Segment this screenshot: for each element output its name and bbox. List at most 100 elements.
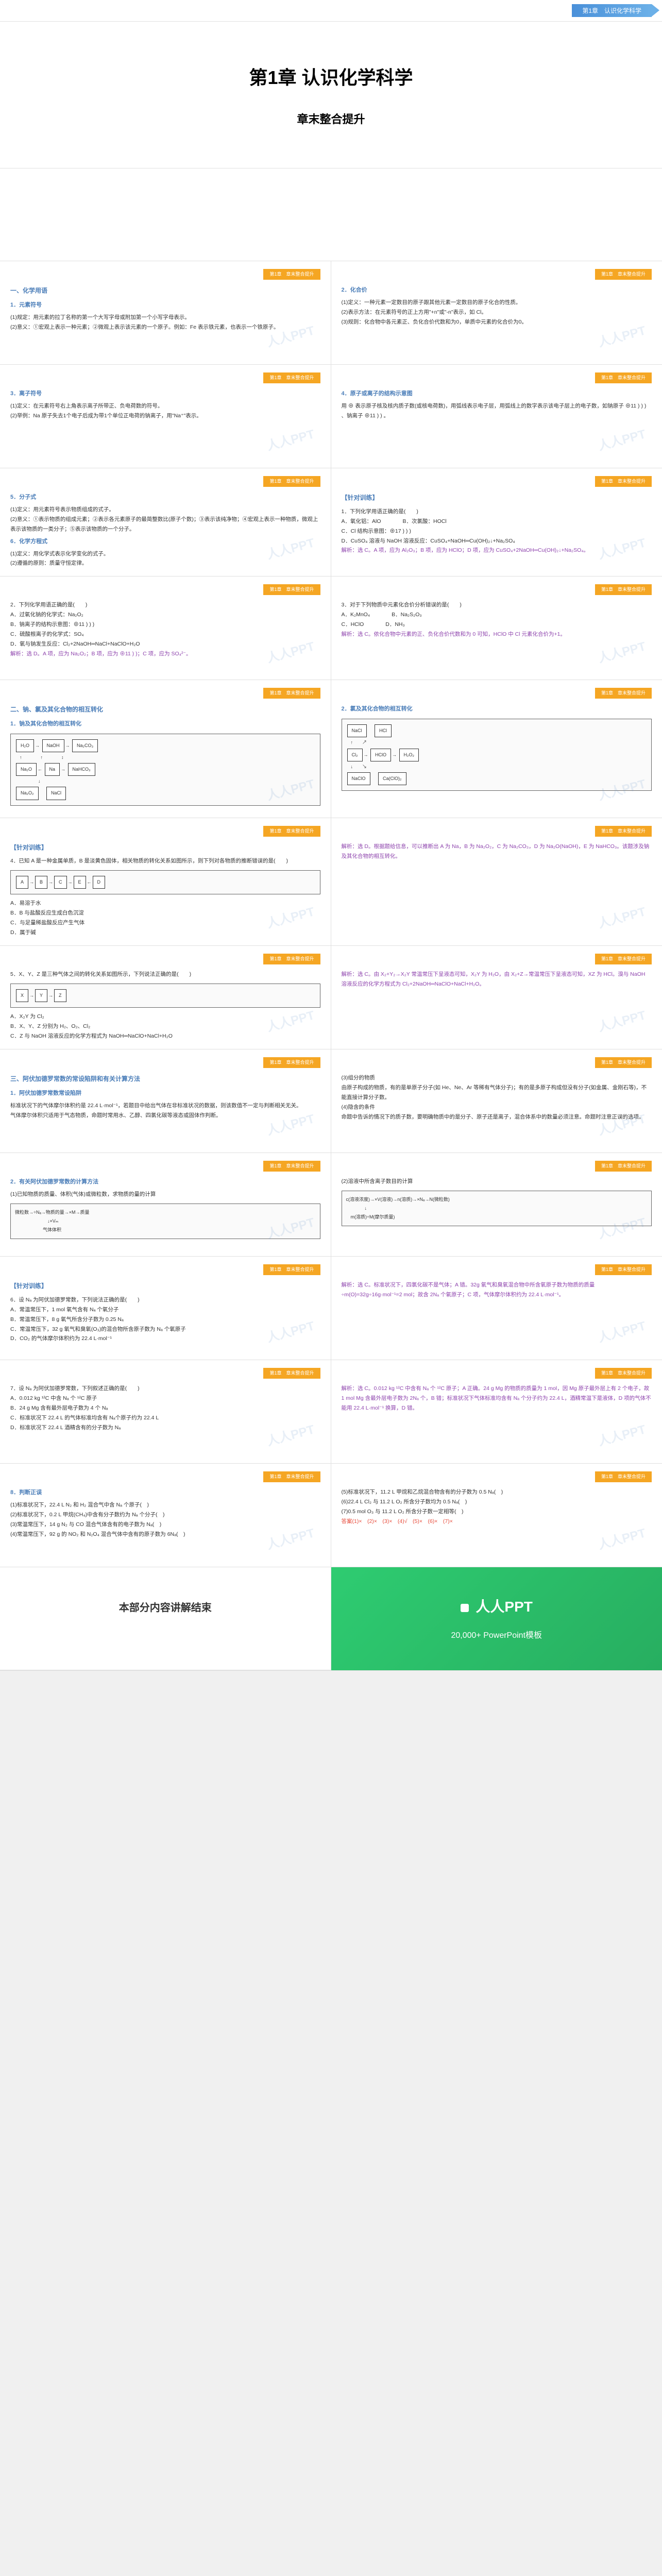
- section-title: 二、钠、氯及其化合物的相互转化: [10, 704, 320, 716]
- slide-row: 第1章 章末整合提升 三、阿伏加德罗常数的常设陷阱和有关计算方法 1．阿伏加德罗…: [0, 1049, 662, 1153]
- slide-tab: 第1章 章末整合提升: [595, 372, 652, 383]
- slide-tab: 第1章 章末整合提升: [595, 1161, 652, 1172]
- slide-row: 第1章 章末整合提升 【针对训练】 6．设 Nₐ 为阿伏加德罗常数，下列说法正确…: [0, 1257, 662, 1360]
- answer-text: 答案(1)× (2)× (3)× (4)√ (5)× (6)× (7)×: [342, 1517, 652, 1527]
- answer-text: 解析：选 C。0.012 kg ¹²C 中含有 Nₐ 个 ¹²C 原子；A 正确…: [342, 1384, 652, 1413]
- slide: 第1章 章末整合提升 一、化学用语 1．元素符号 (1)规定：用元素的拉丁名称的…: [0, 261, 331, 364]
- diagram-node: Na₂O: [16, 763, 37, 776]
- slide-tab: 第1章 章末整合提升: [595, 269, 652, 280]
- slide-tab: 第1章 章末整合提升: [595, 826, 652, 837]
- watermark: 人人PPT: [264, 423, 317, 459]
- slide-row: 第1章 章末整合提升 8．判断正误 (1)标准状况下，22.4 L N₂ 和 H…: [0, 1464, 662, 1567]
- content-text: 4．已知 A 是一种金属单质，B 是淡黄色固体，相关物质的转化关系如图所示，则下…: [10, 856, 320, 866]
- section-title: 【针对训练】: [10, 842, 320, 854]
- diagram-node: HCl: [375, 724, 392, 737]
- diagram-node: NaCl: [347, 724, 367, 737]
- subtitle: 章末整合提升: [21, 110, 641, 127]
- slide-tab: 第1章 章末整合提升: [595, 1264, 652, 1275]
- slide: 第1章 章末整合提升 (3)组分的物质由原子构成的物质，有的是单原子分子(如 H…: [331, 1049, 662, 1153]
- sub-heading: 1．元素符号: [10, 300, 320, 311]
- flow-diagram: X→Y→Z: [10, 984, 320, 1008]
- slide: 第1章 章末整合提升 4．原子或离子的结构示意图 用 ⊕ 表示原子核及核内质子数…: [331, 365, 662, 468]
- slide: 第1章 章末整合提升 5．分子式 (1)定义：用元素符号表示物质组成的式子。(2…: [0, 468, 331, 576]
- slide-row: 第1章 章末整合提升 2．下列化学用语正确的是( )A．过氧化钠的化学式：Na₂…: [0, 577, 662, 680]
- conversion-diagram: H₂O→ NaOH→ Na₂CO₃ ↑ ↑ ↕ Na₂O← Na→ NaHCO₃…: [10, 734, 320, 805]
- slide: 第1章 章末整合提升 3．离子符号 (1)定义：在元素符号右上角表示离子所带正、…: [0, 365, 331, 468]
- slide-tab: 第1章 章末整合提升: [263, 1471, 320, 1482]
- watermark: 人人PPT: [596, 1418, 649, 1454]
- slide: 第1章 章末整合提升 解析：选 C。0.012 kg ¹²C 中含有 Nₐ 个 …: [331, 1360, 662, 1463]
- sub-heading: 3．离子符号: [10, 388, 320, 399]
- sub-heading: 2．氯及其化合物的相互转化: [342, 704, 652, 715]
- slide-tab: 第1章 章末整合提升: [595, 1057, 652, 1068]
- page-wrapper: 第1章 认识化学科学 第1章 认识化学科学 章末整合提升 第1章 章末整合提升 …: [0, 0, 662, 1671]
- flow-diagram: A→B→C→E←D: [10, 870, 320, 894]
- header-banner: 第1章 认识化学科学: [0, 0, 662, 22]
- slide-tab: 第1章 章末整合提升: [263, 826, 320, 837]
- section-title: 一、化学用语: [10, 285, 320, 297]
- content-text: 2．下列化学用语正确的是( )A．过氧化钠的化学式：Na₂O₂B．钠离子的结构示…: [10, 600, 320, 649]
- slide: 第1章 章末整合提升 7．设 Nₐ 为阿伏加德罗常数，下列叙述正确的是( )A．…: [0, 1360, 331, 1463]
- slide-tab: 第1章 章末整合提升: [263, 1057, 320, 1068]
- slide: 第1章 章末整合提升 3．对于下列物质中元素化合价分析错误的是( )A．K₂Mn…: [331, 577, 662, 680]
- slide: 第1章 章末整合提升 5．X、Y、Z 是三种气体之间的转化关系如图所示，下列说法…: [0, 946, 331, 1049]
- calc-diagram: 微粒数→÷Nₐ→物质的量→×M→质量 ↓×Vₘ 气体体积: [10, 1204, 320, 1239]
- logo-icon: [461, 1604, 469, 1612]
- watermark: 人人PPT: [596, 1522, 649, 1557]
- conversion-diagram: NaCl HCl ↑ ↗ Cl₂→ HClO→ H₂O₂ ↓ ↘ NaClO C…: [342, 719, 652, 790]
- slide-tab: 第1章 章末整合提升: [595, 1471, 652, 1482]
- chapter-tab: 第1章 认识化学科学: [572, 4, 652, 17]
- content-text: 3．对于下列物质中元素化合价分析错误的是( )A．K₂MnO₄ B．Na₂S₂O…: [342, 600, 652, 630]
- content-text: (5)标准状况下，11.2 L 甲烷和乙烷混合物含有的分子数为 0.5 Nₐ( …: [342, 1487, 652, 1517]
- diagram-node: Na: [45, 763, 60, 776]
- slide-row: 第1章 章末整合提升 一、化学用语 1．元素符号 (1)规定：用元素的拉丁名称的…: [0, 261, 662, 365]
- slide-tab: 第1章 章末整合提升: [263, 954, 320, 964]
- content-text: (1)已知物质的质量、体积(气体)或微粒数，求物质的量的计算: [10, 1190, 320, 1199]
- diagram-node: NaCl: [46, 787, 66, 800]
- content-text: (1)规定：用元素的拉丁名称的第一个大写字母或附加第一个小写字母表示。(2)意义…: [10, 313, 320, 332]
- content-text: (1)标准状况下，22.4 L N₂ 和 H₂ 混合气中含 Nₐ 个原子( )(…: [10, 1500, 320, 1539]
- watermark: 人人PPT: [596, 1315, 649, 1350]
- content-text: A．易溶于水B．B 与盐酸反应生成白色沉淀C．与足量稀盐酸反应产生气体D．属于碱: [10, 899, 320, 938]
- answer-text: 解析：选 C。标准状况下，四氯化碳不是气体；A 错。32g 氧气和臭氧混合物中所…: [342, 1280, 652, 1300]
- diagram-node: Na₂CO₃: [72, 739, 98, 752]
- content-text: 7．设 Nₐ 为阿伏加德罗常数，下列叙述正确的是( )A．0.012 kg ¹²…: [10, 1384, 320, 1432]
- watermark: 人人PPT: [596, 901, 649, 936]
- slide: 第1章 章末整合提升 2．下列化学用语正确的是( )A．过氧化钠的化学式：Na₂…: [0, 577, 331, 680]
- slide-tab: 第1章 章末整合提升: [263, 1161, 320, 1172]
- slide-tab: 第1章 章末整合提升: [263, 1264, 320, 1275]
- answer-text: 解析：选 D。A 项，应为 Na₂O₂；B 项，应为 ⊕11 ) )；C 项，应…: [10, 649, 320, 659]
- promo-title-text: 人人PPT: [476, 1599, 532, 1615]
- diagram-node: HClO: [370, 749, 391, 761]
- answer-text: 解析：选 C。依化合物中元素的正、负化合价代数和为 0 可知，HClO 中 Cl…: [342, 630, 652, 639]
- sub-heading: 4．原子或离子的结构示意图: [342, 388, 652, 399]
- end-text: 本部分内容讲解结束: [119, 1602, 212, 1614]
- content-text: (3)组分的物质由原子构成的物质，有的是单原子分子(如 He、Ne、Ar 等稀有…: [342, 1073, 652, 1122]
- blank-slide: [0, 168, 662, 261]
- slide: 第1章 章末整合提升 (5)标准状况下，11.2 L 甲烷和乙烷混合物含有的分子…: [331, 1464, 662, 1567]
- slide-row: 第1章 章末整合提升 7．设 Nₐ 为阿伏加德罗常数，下列叙述正确的是( )A．…: [0, 1360, 662, 1464]
- slide-tab: 第1章 章末整合提升: [263, 1368, 320, 1379]
- slide: 第1章 章末整合提升 【针对训练】 6．设 Nₐ 为阿伏加德罗常数，下列说法正确…: [0, 1257, 331, 1360]
- sub-heading: 2．有关阿伏加德罗常数的计算方法: [10, 1177, 320, 1188]
- slide-row: 第1章 章末整合提升 5．X、Y、Z 是三种气体之间的转化关系如图所示，下列说法…: [0, 946, 662, 1049]
- slide-row: 第1章 章末整合提升 2．有关阿伏加德罗常数的计算方法 (1)已知物质的质量、体…: [0, 1153, 662, 1257]
- slide-tab: 第1章 章末整合提升: [263, 372, 320, 383]
- diagram-node: Cl₂: [347, 749, 363, 761]
- slide-row: 第1章 章末整合提升 【针对训练】 4．已知 A 是一种金属单质，B 是淡黄色固…: [0, 818, 662, 946]
- diagram-node: NaClO: [347, 772, 370, 785]
- promo-subtitle: 20,000+ PowerPoint模板: [357, 1628, 637, 1643]
- slide: 第1章 章末整合提升 【针对训练】 4．已知 A 是一种金属单质，B 是淡黄色固…: [0, 818, 331, 945]
- content-text: 6．设 Nₐ 为阿伏加德罗常数，下列说法正确的是( )A．常温常压下，1 mol…: [10, 1295, 320, 1344]
- content-text: 5．X、Y、Z 是三种气体之间的转化关系如图所示，下列说法正确的是( ): [10, 970, 320, 979]
- content-text: (1)定义：一种元素一定数目的原子跟其他元素一定数目的原子化合的性质。(2)表示…: [342, 298, 652, 327]
- slide: 第1章 章末整合提升 8．判断正误 (1)标准状况下，22.4 L N₂ 和 H…: [0, 1464, 331, 1567]
- slide-tab: 第1章 章末整合提升: [595, 688, 652, 699]
- content-text: 1．下列化学用语正确的是( )A．氧化铝：AlO B．次氯酸：HOClC．Cl …: [342, 507, 652, 546]
- slide-row: 第1章 章末整合提升 3．离子符号 (1)定义：在元素符号右上角表示离子所带正、…: [0, 365, 662, 468]
- answer-text: 解析：选 C。A 项，应为 Al₂O₃；B 项，应为 HClO；D 项，应为 C…: [342, 546, 652, 555]
- section-title: 【针对训练】: [10, 1280, 320, 1292]
- end-slide: 本部分内容讲解结束: [0, 1567, 331, 1670]
- sub-heading: 8．判断正误: [10, 1487, 320, 1498]
- slide-row: 第1章 章末整合提升 5．分子式 (1)定义：用元素符号表示物质组成的式子。(2…: [0, 468, 662, 577]
